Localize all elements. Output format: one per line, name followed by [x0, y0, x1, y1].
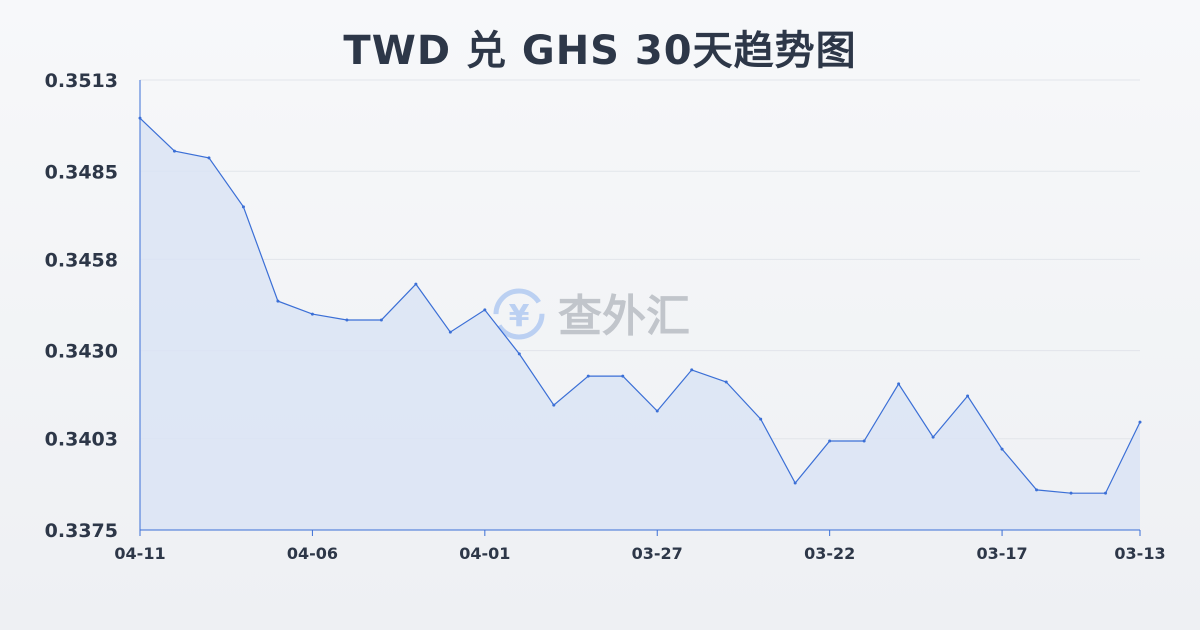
data-point	[379, 318, 383, 322]
data-point	[517, 352, 521, 356]
data-point	[1069, 491, 1073, 495]
x-tick-label: 03-22	[804, 544, 855, 563]
chart-title: TWD 兑 GHS 30天趋势图	[343, 28, 857, 74]
y-tick-label: 0.3375	[45, 520, 118, 542]
y-axis: 0.3513 0.3485 0.3458 0.3430 0.3403 0.3375	[45, 70, 118, 542]
series-line	[139, 117, 1141, 494]
x-tick-label: 04-01	[459, 544, 510, 563]
y-tick-label: 0.3485	[45, 161, 118, 183]
x-tick-label: 04-06	[287, 544, 338, 563]
data-point	[241, 205, 245, 209]
data-point	[276, 299, 280, 303]
data-point	[1104, 491, 1108, 495]
watermark-text: 查外汇	[558, 291, 690, 342]
y-tick-label: 0.3458	[45, 249, 118, 271]
y-tick-label: 0.3403	[45, 429, 118, 451]
y-tick-label: 0.3513	[45, 70, 118, 92]
svg-text:¥: ¥	[509, 299, 530, 334]
x-tick-label: 04-11	[114, 544, 165, 563]
x-axis: 04-11 04-06 04-01 03-27 03-22 03-17 03-13	[114, 530, 1166, 563]
data-point	[172, 149, 176, 153]
data-point	[897, 382, 901, 386]
data-point	[448, 330, 452, 334]
data-point	[655, 409, 659, 413]
data-point	[862, 439, 866, 443]
data-point	[828, 439, 832, 443]
data-point	[586, 374, 590, 378]
data-point	[207, 156, 211, 160]
data-point	[414, 282, 418, 286]
data-point	[690, 368, 694, 372]
data-point	[345, 318, 349, 322]
data-point	[1138, 420, 1142, 424]
x-tick-label: 03-27	[632, 544, 683, 563]
data-points	[138, 116, 1142, 495]
watermark: ¥ 查外汇	[493, 288, 690, 342]
x-tick-label: 03-13	[1114, 544, 1165, 563]
data-point	[724, 380, 728, 384]
data-point	[759, 417, 763, 421]
area-fill	[140, 118, 1140, 530]
data-point	[483, 308, 487, 312]
x-tick-label: 03-17	[976, 544, 1027, 563]
data-point	[138, 116, 142, 120]
yen-exchange-icon: ¥	[493, 288, 545, 340]
data-point	[931, 435, 935, 439]
y-tick-label: 0.3430	[45, 341, 118, 363]
data-point	[966, 394, 970, 398]
data-point	[310, 312, 314, 316]
data-point	[621, 374, 625, 378]
data-point	[552, 403, 556, 407]
data-point	[793, 481, 797, 485]
data-point	[1000, 447, 1004, 451]
data-point	[1035, 488, 1039, 492]
